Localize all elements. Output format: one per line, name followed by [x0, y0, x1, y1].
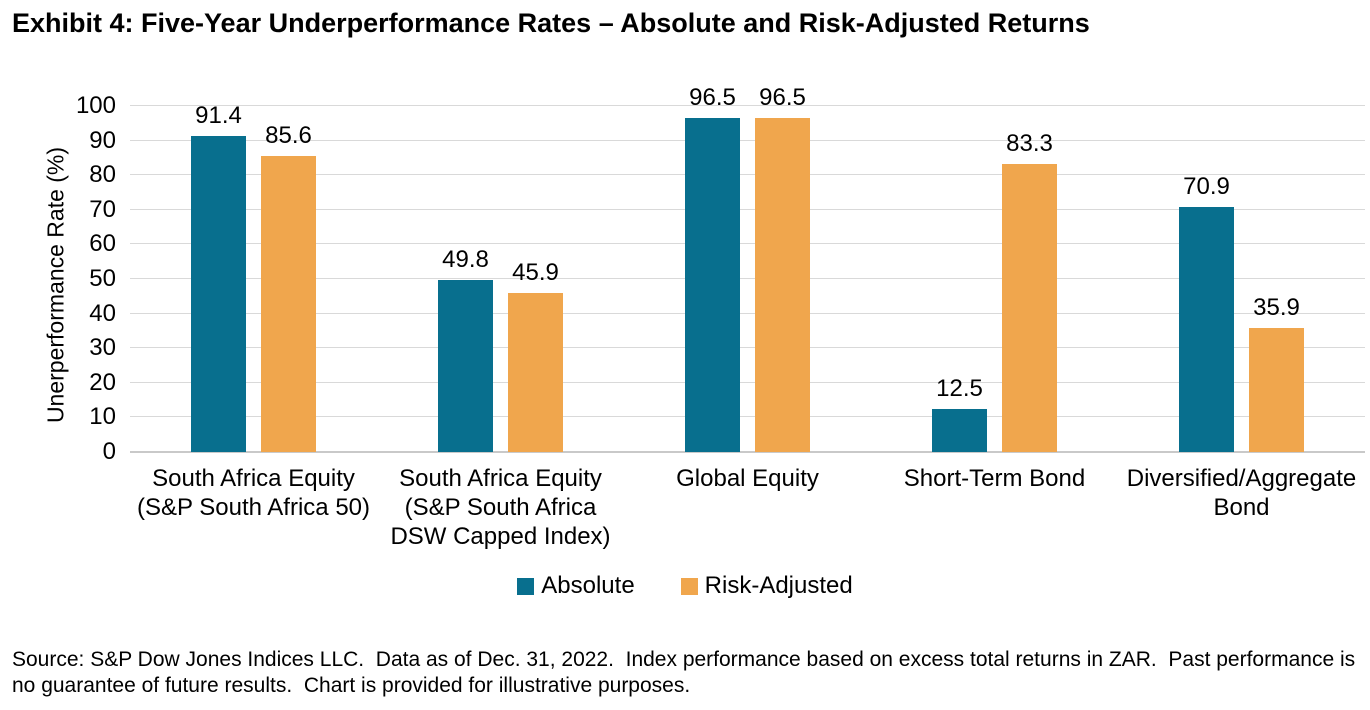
bar-absolute: 70.9 [1179, 174, 1234, 452]
bar-value-label: 83.3 [1006, 129, 1053, 157]
y-tick-label: 60 [89, 230, 116, 258]
source-note: Source: S&P Dow Jones Indices LLC. Data … [12, 648, 1361, 697]
y-tick-label: 80 [89, 161, 116, 189]
gridline [130, 139, 1365, 141]
bar-absolute: 96.5 [685, 86, 740, 452]
x-category-label: Diversified/Aggregate Bond [1126, 465, 1357, 521]
bar-value-label: 49.8 [442, 245, 489, 273]
bar-value-label: 12.5 [936, 374, 983, 402]
y-tick-label: 50 [89, 265, 116, 292]
bar-value-label: 85.6 [265, 121, 312, 149]
gridline [130, 312, 1365, 314]
x-axis-labels: South Africa Equity (S&P South Africa 50… [130, 464, 1365, 564]
bar-risk-adjusted: 35.9 [1249, 295, 1304, 452]
gridline [130, 347, 1365, 349]
gridline [130, 278, 1365, 279]
bar-group: 49.8 45.9 [438, 106, 563, 452]
bar-value-label: 96.5 [759, 84, 806, 112]
x-category-label: Short-Term Bond [903, 465, 1086, 492]
bar-value-label: 35.9 [1253, 293, 1300, 321]
bar-value-label: 70.9 [1183, 172, 1230, 200]
bar-risk-adjusted: 85.6 [261, 123, 316, 452]
y-axis-ticks: 0 10 20 30 40 50 60 70 80 90 100 [40, 94, 116, 464]
gridline [130, 174, 1365, 176]
gridline [130, 381, 1365, 383]
bar-group: 70.9 35.9 [1179, 106, 1304, 452]
bar-group: 91.4 85.6 [191, 103, 316, 452]
gridline [130, 208, 1365, 210]
gridline [130, 105, 1365, 106]
x-axis-line [130, 451, 1365, 453]
x-category-label: South Africa Equity (S&P South Africa 50… [136, 465, 370, 521]
legend-label: Risk-Adjusted [704, 572, 853, 599]
bar-value-label: 45.9 [512, 259, 559, 287]
bar-risk-adjusted: 83.3 [1002, 131, 1057, 452]
legend-label: Absolute [541, 572, 635, 599]
bar-risk-adjusted: 96.5 [755, 86, 810, 452]
y-tick-label: 90 [89, 126, 116, 154]
plot-area: 91.4 85.6 49.8 45.9 96.5 96.5 12.5 83.3 70.9 35.9 [130, 86, 1365, 453]
y-tick-label: 40 [89, 299, 116, 327]
bar-group: 96.5 96.5 [685, 86, 810, 452]
legend: Absolute Risk-Adjusted [0, 572, 1370, 600]
legend-item-absolute: Absolute [517, 572, 635, 600]
legend-item-risk-adjusted: Risk-Adjusted [680, 572, 853, 600]
bar-absolute: 91.4 [191, 103, 246, 452]
x-category-label: Global Equity [676, 465, 819, 492]
y-tick-label: 30 [89, 334, 116, 362]
bar-group: 12.5 83.3 [932, 106, 1057, 452]
legend-swatch-risk-adjusted [680, 577, 698, 595]
bar-value-label: 96.5 [689, 84, 736, 112]
x-category-label: South Africa Equity (S&P South Africa DS… [390, 465, 611, 550]
gridline [130, 243, 1365, 245]
bar-risk-adjusted: 45.9 [508, 261, 563, 452]
bar-absolute: 49.8 [438, 247, 493, 452]
chart-title: Exhibit 4: Five-Year Underperformance Ra… [12, 8, 1090, 38]
y-tick-label: 100 [75, 92, 116, 119]
y-tick-label: 20 [89, 368, 116, 396]
y-tick-label: 10 [89, 403, 116, 431]
bar-value-label: 91.4 [195, 101, 242, 129]
legend-swatch-absolute [517, 577, 535, 595]
gridline [130, 416, 1365, 418]
y-tick-label: 0 [102, 438, 116, 465]
y-tick-label: 70 [89, 195, 116, 223]
bar-absolute: 12.5 [932, 376, 987, 452]
